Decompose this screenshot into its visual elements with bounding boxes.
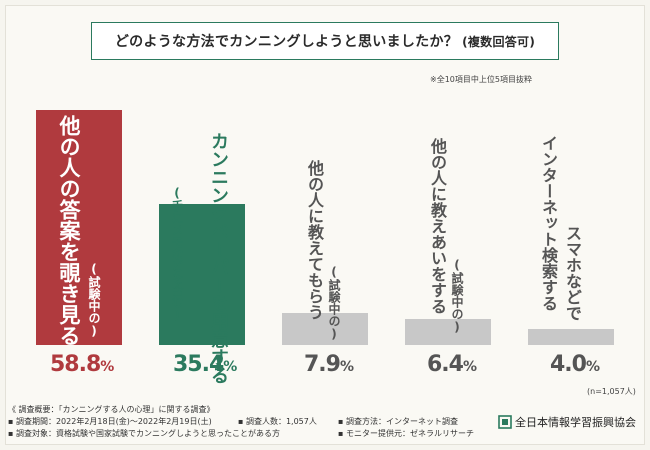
bar-sublabel-4: (試験中の): [450, 258, 464, 334]
footer-period: ▪ 調査期間：2022年2月18日(金)～2022年2月19日(土): [8, 417, 212, 426]
footer-provider: ▪ モニター提供元：ゼネラルリサーチ: [338, 429, 474, 438]
sample-size-note: (n=1,057人): [587, 387, 636, 396]
footer-target: ▪ 調査対象：資格試験や国家試験でカンニングしようと思ったことがある方: [8, 429, 280, 438]
bar-label-2: カンニングペーパーを用意する: [208, 132, 229, 384]
value-label-3: 7.9%: [304, 352, 355, 377]
bar-2: [159, 204, 245, 345]
chart-title-box: どのような方法でカンニングしようと思いましたか？ (複数回答可): [91, 22, 559, 60]
bar-3: [282, 313, 368, 345]
bar-label-1: 他の人の答案を覗き見る: [57, 115, 81, 346]
bar-4: [405, 319, 491, 345]
bar-1: [36, 110, 122, 345]
chart-title: どのような方法でカンニングしようと思いましたか？: [114, 34, 459, 50]
bar-sublabel-3: (試験中の): [327, 265, 341, 341]
bar-sublabel-2: (手にメモなどを含む): [170, 186, 184, 322]
bar-sublabel-1: (試験中の): [87, 262, 101, 338]
bar-sublabel-5: スマホなどで: [563, 225, 582, 321]
footer-respondents: ▪ 調査人数：1,057人: [238, 417, 317, 426]
value-label-1: 58.8%: [50, 352, 115, 377]
bar-label-5: インターネット検索する: [539, 135, 558, 311]
survey-footer: 《 調査概要：「カンニングする人の心理」に関する調査》 ▪ 調査期間：2022年…: [8, 404, 488, 440]
bar-5: [528, 329, 614, 345]
bar-label-3: 他の人に教えてもらう: [305, 160, 324, 320]
organization-logo: 全日本情報学習振興協会: [498, 414, 636, 430]
value-label-2: 35.4%: [173, 352, 238, 377]
bar-label-4: 他の人に教えあいをする: [428, 138, 447, 314]
organization-logo-icon: [498, 415, 512, 429]
top-note: ※全10項目中上位5項目抜粋: [430, 75, 532, 84]
organization-name: 全日本情報学習振興協会: [515, 416, 636, 429]
chart-title-sub: (複数回答可): [462, 34, 536, 49]
footer-heading: 《 調査概要：「カンニングする人の心理」に関する調査》: [8, 405, 215, 414]
footer-method: ▪ 調査方法：インターネット調査: [338, 417, 458, 426]
value-label-4: 6.4%: [427, 352, 478, 377]
value-label-5: 4.0%: [550, 352, 601, 377]
